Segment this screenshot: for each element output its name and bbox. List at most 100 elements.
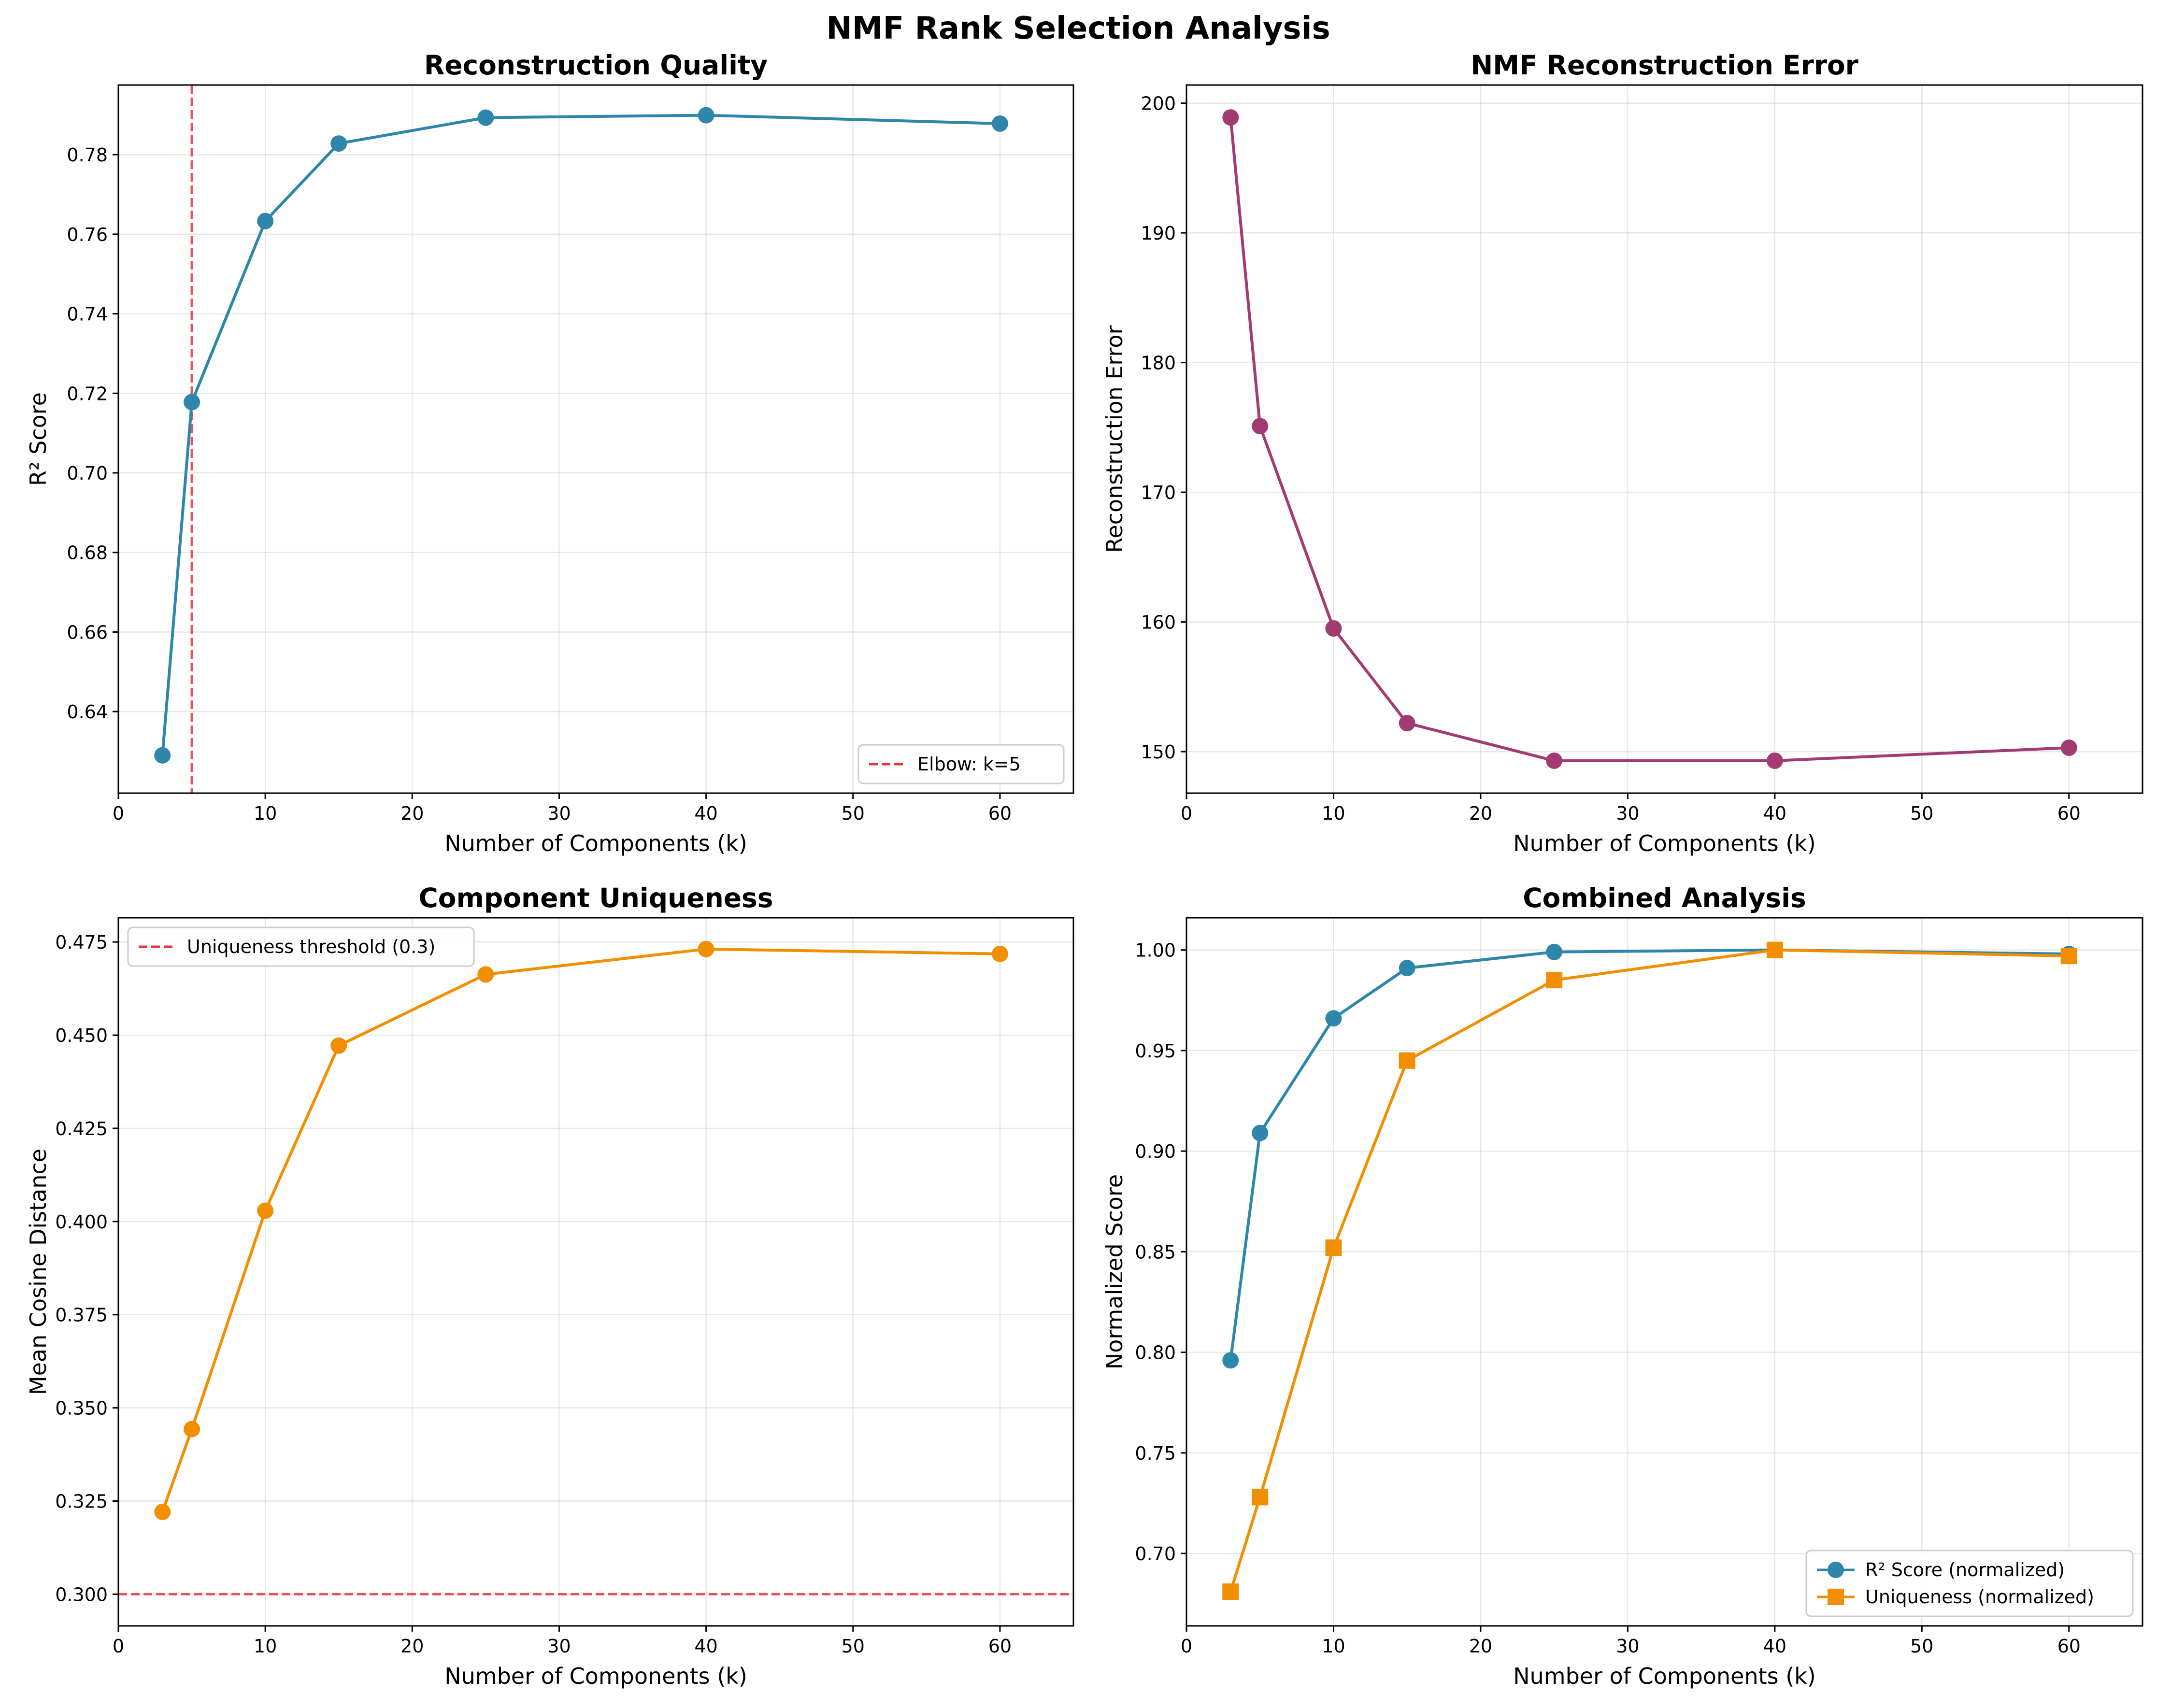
data-point	[184, 394, 200, 411]
legend-box	[127, 926, 475, 967]
legend-marker	[1828, 1589, 1844, 1605]
plot-frame	[1186, 917, 2143, 1627]
data-point	[1222, 1352, 1239, 1369]
data-point	[330, 1037, 347, 1054]
x-tick-label: 40	[1763, 1636, 1786, 1657]
legend-label: Elbow: k=5	[917, 754, 1021, 775]
data-point	[1252, 1489, 1269, 1506]
y-axis-label: Reconstruction Error	[1101, 325, 1128, 553]
panel-1: 0 10 20 30 40 50 60 0.64 0.66 0.68 0.70 0.72 0.74 0.7…	[25, 50, 1074, 856]
data-point	[1546, 972, 1563, 989]
x-tick-label: 50	[1910, 1636, 1933, 1657]
panel-3: 0 10 20 30 40 50 60 0.300 0.325 0.350 0.375 0.400 0.…	[25, 882, 1074, 1689]
x-tick-label: 10	[1322, 803, 1345, 824]
panel-4: 0 10 20 30 40 50 60 0.70 0.75 0.80 0.85 0.90 0.95 1.0…	[1101, 882, 2143, 1689]
legend-label: Uniqueness (normalized)	[1865, 1586, 2094, 1608]
x-tick-label: 60	[2057, 1636, 2081, 1657]
plot-frame	[117, 917, 1074, 1627]
x-tick-label: 30	[547, 803, 571, 824]
y-tick-label: 0.375	[55, 1305, 108, 1326]
data-point	[257, 1202, 274, 1219]
data-point	[991, 115, 1008, 132]
data-point	[1222, 109, 1239, 126]
legend-marker	[1828, 1562, 1844, 1578]
data-point	[477, 109, 494, 126]
data-point	[1766, 752, 1783, 769]
x-tick-label: 30	[1616, 1636, 1639, 1657]
x-tick-label: 50	[842, 1636, 865, 1657]
data-point	[2060, 948, 2077, 965]
x-tick-label: 10	[254, 803, 277, 824]
y-tick-label: 0.75	[1135, 1443, 1176, 1464]
y-axis-label: R² Score	[25, 392, 51, 486]
y-tick-label: 150	[1141, 741, 1176, 763]
x-tick-label: 50	[1910, 803, 1933, 824]
series-line-1	[161, 114, 1000, 756]
y-axis-label: Mean Cosine Distance	[25, 1149, 51, 1395]
y-tick-label: 0.76	[67, 224, 108, 245]
x-tick-label: 60	[2057, 803, 2081, 824]
y-tick-label: 0.475	[55, 932, 108, 953]
y-tick-label: 0.74	[67, 304, 108, 325]
x-tick-label: 0	[113, 803, 124, 824]
y-tick-label: 0.70	[1135, 1543, 1176, 1565]
legend: R² Score (normalized) Uniqueness (normali…	[1805, 1550, 2134, 1617]
data-point	[184, 1421, 200, 1438]
data-point	[154, 1503, 171, 1520]
data-point	[154, 747, 171, 764]
x-tick-label: 30	[547, 1636, 571, 1657]
series-line-1	[161, 947, 1000, 1512]
x-tick-label: 0	[113, 1636, 124, 1657]
data-point	[1325, 1010, 1342, 1027]
y-tick-label: 160	[1141, 612, 1176, 633]
series-line-1	[1229, 948, 2069, 1361]
data-point	[1766, 941, 1783, 958]
panel-title: Reconstruction Quality	[424, 50, 768, 81]
panel-2: 0 10 20 30 40 50 60 150 160 170 180 190 200 NMF Recon…	[1101, 50, 2143, 856]
x-axis-label: Number of Components (k)	[444, 830, 747, 856]
x-tick-label: 60	[988, 1636, 1012, 1657]
panel-title: NMF Reconstruction Error	[1471, 50, 1858, 81]
y-tick-label: 0.80	[1135, 1342, 1176, 1364]
x-tick-label: 60	[988, 803, 1012, 824]
x-tick-label: 20	[400, 1636, 424, 1657]
data-point	[1252, 1124, 1269, 1141]
y-tick-label: 1.00	[1135, 940, 1176, 961]
data-point	[477, 966, 494, 983]
x-axis-label: Number of Components (k)	[1513, 830, 1816, 856]
legend-label: Uniqueness threshold (0.3)	[187, 936, 435, 957]
legend: Uniqueness threshold (0.3)	[127, 926, 475, 967]
legend: Elbow: k=5	[857, 744, 1065, 784]
panel-title: Combined Analysis	[1523, 882, 1806, 913]
data-point	[698, 107, 714, 124]
y-tick-label: 0.325	[55, 1491, 108, 1512]
y-tick-label: 0.90	[1135, 1141, 1176, 1162]
x-tick-label: 40	[1763, 803, 1786, 824]
y-tick-label: 0.300	[55, 1584, 108, 1605]
y-tick-label: 170	[1141, 482, 1176, 503]
x-tick-label: 0	[1181, 803, 1192, 824]
data-point	[1546, 943, 1563, 960]
x-tick-label: 40	[694, 803, 717, 824]
y-tick-label: 0.95	[1135, 1040, 1176, 1062]
series-line-1	[1229, 117, 2069, 762]
data-point	[1399, 1052, 1415, 1069]
y-tick-label: 0.450	[55, 1025, 108, 1046]
data-point	[257, 213, 274, 229]
y-tick-label: 190	[1141, 223, 1176, 244]
x-axis-label: Number of Components (k)	[1513, 1663, 1816, 1689]
data-point	[1399, 715, 1415, 732]
y-tick-label: 0.85	[1135, 1241, 1176, 1263]
x-tick-label: 0	[1181, 1636, 1192, 1657]
panel-title: Component Uniqueness	[418, 882, 773, 913]
x-tick-label: 20	[400, 803, 424, 824]
data-point	[1399, 960, 1415, 977]
data-point	[330, 135, 347, 152]
y-tick-label: 0.425	[55, 1118, 108, 1139]
legend-box	[1805, 1550, 2134, 1617]
plot-frame	[117, 84, 1074, 794]
data-point	[1325, 620, 1342, 637]
data-point	[698, 940, 714, 957]
